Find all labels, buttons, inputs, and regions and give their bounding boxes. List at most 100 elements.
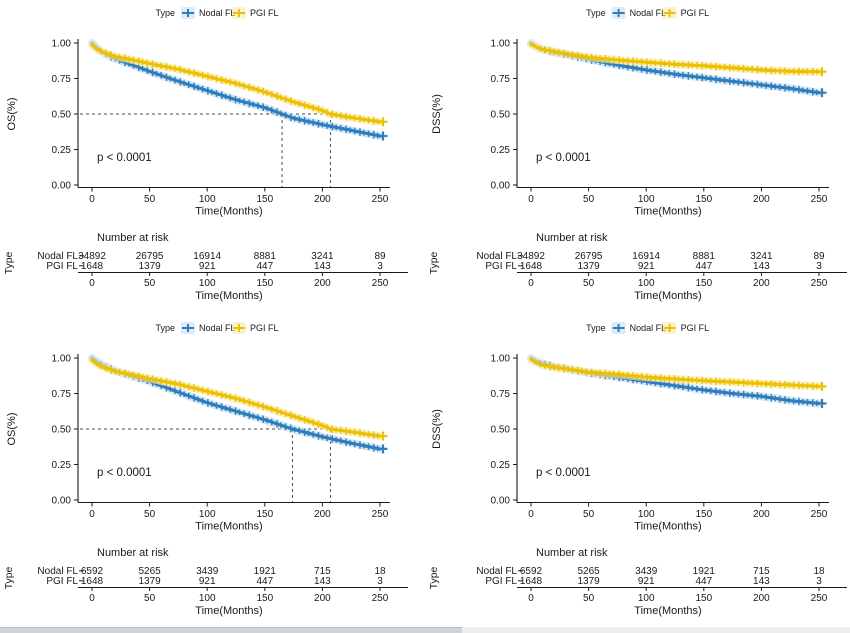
y-tick-label: 1.00 [491, 354, 511, 365]
km-chart-svg: Type Nodal FL PGI FL1.000.750.500.250.000 5… [3, 7, 408, 302]
end-plus-icon [378, 431, 388, 441]
risk-x-tick-label: 150 [695, 593, 712, 604]
risk-value: 921 [199, 261, 216, 272]
km-chart-svg: Type Nodal FL PGI FL1.000.750.500.250.000 5… [428, 322, 847, 617]
risk-x-tick-label: 200 [314, 593, 331, 604]
risk-value: 6592 [81, 566, 104, 577]
risk-row-nodal-fl: Nodal FL 6592 5265 3439 1921 715 18 [37, 566, 386, 577]
risk-value: 6592 [520, 566, 543, 577]
y-tick-label: 0.50 [491, 425, 511, 436]
y-tick-label: 0.75 [491, 389, 511, 400]
risk-value: 1648 [520, 261, 543, 272]
risk-value: 1379 [577, 261, 600, 272]
x-tick-label: 150 [695, 194, 712, 205]
risk-time-label: Time(Months) [634, 605, 701, 617]
axes: 1.00 0.75 0.50 0.25 0.00 0 50 100 150 200 250 Time(… [6, 39, 390, 218]
legend-key-nodal-fl: Nodal FL [181, 322, 236, 334]
risk-axis-title: Type [3, 251, 15, 274]
legend-title: Type [155, 323, 175, 333]
risk-value: 1379 [138, 261, 161, 272]
risk-x-tick-label: 150 [256, 278, 273, 289]
x-tick-label: 250 [811, 194, 828, 205]
risk-value: 1379 [577, 576, 600, 587]
y-axis-title: OS(%) [6, 413, 18, 446]
risk-x-tick-label: 50 [583, 278, 595, 289]
risk-value: 16914 [193, 251, 221, 262]
risk-x-tick-label: 150 [695, 278, 712, 289]
censor-ticks [100, 363, 379, 439]
p-value-label: p < 0.0001 [536, 467, 591, 479]
y-tick-label: 0.00 [52, 496, 72, 507]
x-tick-label: 150 [256, 194, 273, 205]
risk-axis-title: Type [428, 251, 440, 274]
legend: Type Nodal FL PGI FL [155, 7, 279, 19]
risk-value: 3 [816, 576, 822, 587]
risk-value: 447 [695, 261, 712, 272]
risk-value: 8881 [254, 251, 277, 262]
risk-x-tick-label: 250 [811, 278, 828, 289]
risk-x-tick-label: 250 [372, 593, 389, 604]
panel-os-matched-cohort: Type Nodal FL PGI FL 1.00 0.75 0.50 0.25 0.00 0 5… [0, 315, 425, 627]
legend-key-pgi-fl: PGI FL [232, 322, 279, 334]
risk-x-tick-label: 100 [638, 593, 655, 604]
risk-value: 8881 [693, 251, 716, 262]
risk-x-tick-label: 100 [199, 278, 216, 289]
risk-row-pgi-fl: PGI FL 1648 1379 921 447 143 3 [46, 261, 383, 272]
risk-row-label: PGI FL [46, 261, 78, 272]
legend-key-pgi-fl: PGI FL [662, 322, 709, 334]
risk-value: 18 [813, 566, 825, 577]
risk-x-tick-label: 200 [314, 278, 331, 289]
risk-value: 715 [753, 566, 770, 577]
risk-value: 18 [374, 566, 386, 577]
median-guides [80, 113, 331, 187]
end-plus-icon [817, 398, 827, 408]
y-tick-label: 1.00 [52, 39, 72, 50]
risk-row-pgi-fl: PGI FL 1648 1379 921 447 143 3 [46, 576, 383, 587]
panel-dss-matched-cohort: Type Nodal FL PGI FL 1.00 0.75 0.50 0.25 0.00 0 5… [425, 315, 850, 627]
p-value-label: p < 0.0001 [536, 152, 591, 164]
risk-table: Number at risk Type Nodal FL 6592 5265 3439 19… [3, 547, 408, 617]
series-pgi-fl-curve [527, 40, 827, 77]
risk-row-nodal-fl: Nodal FL 6592 5265 3439 1921 715 18 [476, 566, 825, 577]
x-axis-title: Time(Months) [195, 206, 262, 218]
y-axis-title: OS(%) [6, 98, 18, 131]
risk-value: 5265 [138, 566, 161, 577]
y-tick-label: 1.00 [52, 354, 72, 365]
x-tick-label: 150 [695, 509, 712, 520]
risk-table-title: Number at risk [536, 232, 608, 244]
axes: 1.00 0.75 0.50 0.25 0.00 0 50 100 150 200 250 Time(… [431, 354, 829, 533]
risk-value: 5265 [577, 566, 600, 577]
risk-value: 143 [314, 261, 331, 272]
y-tick-label: 1.00 [491, 39, 511, 50]
end-plus-icon [378, 131, 388, 141]
y-tick-label: 0.50 [52, 425, 72, 436]
legend-item-label: PGI FL [250, 323, 279, 333]
x-axis-title: Time(Months) [634, 521, 701, 533]
x-tick-label: 0 [89, 509, 95, 520]
series-nodal-fl-curve [88, 39, 388, 141]
horizontal-scrollbar-track[interactable] [0, 627, 462, 633]
risk-table: Number at risk Type Nodal FL 6592 5265 3439 19… [428, 547, 847, 617]
censor-ticks [100, 48, 379, 139]
end-plus-icon [817, 67, 827, 77]
x-tick-label: 200 [753, 194, 770, 205]
km-chart-svg: Type Nodal FL PGI FL1.000.750.500.250.000 5… [428, 7, 847, 302]
legend-key-nodal-fl: Nodal FL [611, 322, 666, 334]
x-tick-label: 250 [811, 509, 828, 520]
y-axis-title: DSS(%) [431, 94, 443, 134]
end-plus-icon [817, 381, 827, 391]
risk-value: 143 [753, 261, 770, 272]
y-tick-label: 0.00 [491, 181, 511, 192]
risk-x-tick-label: 0 [528, 278, 534, 289]
legend-item-label: Nodal FL [199, 323, 236, 333]
risk-row-nodal-fl: Nodal FL 34892 26795 16914 8881 3241 89 [476, 251, 825, 262]
risk-value: 1648 [81, 576, 104, 587]
y-tick-label: 0.75 [491, 74, 511, 85]
risk-axis-title: Type [428, 566, 440, 589]
risk-value: 16914 [632, 251, 660, 262]
legend-key-nodal-fl: Nodal FL [181, 7, 236, 19]
risk-value: 3241 [750, 251, 773, 262]
axes: 1.00 0.75 0.50 0.25 0.00 0 50 100 150 200 250 Time(… [431, 39, 829, 218]
risk-value: 26795 [136, 251, 164, 262]
risk-value: 3439 [196, 566, 219, 577]
